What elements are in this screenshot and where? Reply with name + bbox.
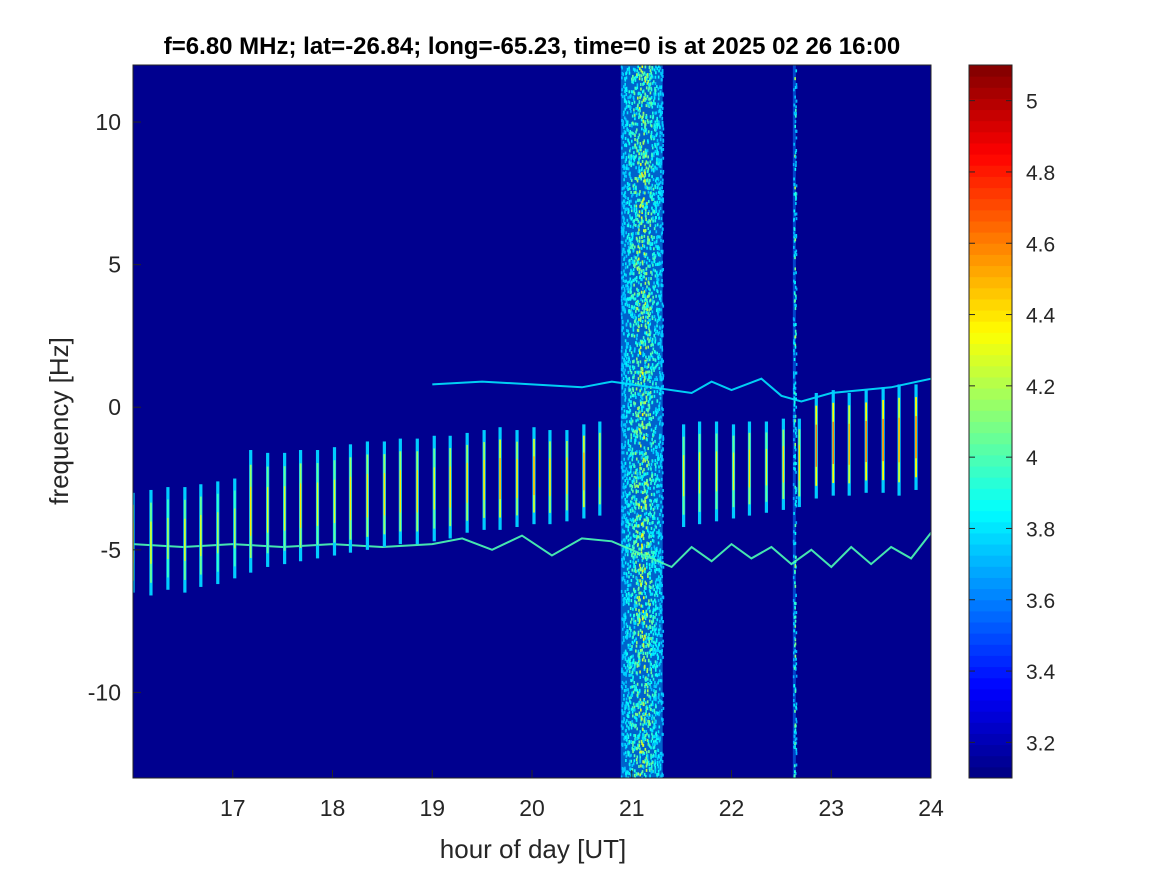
sounding-pulse [847,392,851,496]
sounding-pulse [764,421,769,513]
colorbar-tick-label: 4.6 [1026,233,1055,256]
x-axis: 17 18 19 20 21 22 23 24 [220,770,944,821]
y-tick-label: 5 [108,252,121,278]
colorbar: 5 4.8 4.6 4.4 4.2 4 3.8 3.6 3.4 3.2 [968,64,1056,779]
sounding-pulse [365,441,370,550]
sounding-pulse [465,432,469,533]
sounding-pulse [881,387,885,493]
sounding-pulse [864,390,868,493]
sounding-pulse [249,450,253,573]
x-tick-label: 20 [519,795,545,821]
sounding-pulse [183,487,187,593]
spectrogram-content [133,65,931,778]
colorbar-gradient [969,65,1012,779]
sounding-pulse [398,438,402,545]
colorbar-ticks: 5 4.8 4.6 4.4 4.2 4 3.8 3.6 3.4 3.2 [969,91,1056,755]
sounding-pulse [315,450,320,559]
x-tick-label: 23 [818,795,844,821]
sounding-pulse [914,384,918,490]
colorbar-tick-label: 4 [1026,447,1038,470]
sounding-pulse [515,430,519,528]
sounding-pulse [298,450,303,562]
sounding-pulse [266,452,270,567]
interference-band [792,65,798,778]
sounding-pulse [432,435,436,542]
sounding-pulse [348,444,353,553]
sounding-pulse [548,430,552,525]
colorbar-tick-label: 3.4 [1026,661,1056,684]
sounding-pulse [781,418,785,510]
x-tick-label: 21 [619,795,645,821]
sounding-pulse [598,421,602,516]
colorbar-tick-label: 3.8 [1026,518,1055,541]
colorbar-tick-label: 3.2 [1026,732,1055,755]
colorbar-tick-label: 4.8 [1026,162,1055,185]
sounding-pulse [332,447,337,556]
sounding-pulse [714,421,719,522]
y-axis: 10 5 0 -5 -10 [88,109,141,705]
sounding-pulse [448,435,452,539]
y-tick-label: -5 [101,537,121,563]
sounding-pulse [149,489,153,596]
sounding-pulse [831,390,835,496]
colorbar-tick-label: 4.2 [1026,376,1055,399]
y-tick-label: 10 [95,109,121,135]
colorbar-tick-label: 3.6 [1026,590,1055,613]
sounding-pulse [897,384,901,496]
interference-band [620,65,665,778]
sounding-pulse [415,438,419,545]
sounding-pulse [797,418,801,508]
y-axis-label: frequency [Hz] [44,337,74,505]
sounding-pulse [498,427,502,530]
sounding-pulse [482,430,486,530]
sounding-pulse [697,421,702,525]
sounding-pulse [199,484,203,587]
x-tick-label: 22 [719,795,745,821]
doppler-trace-upper [432,377,931,403]
y-tick-label: 0 [108,394,121,420]
sounding-pulse [565,430,569,522]
x-tick-label: 24 [918,795,944,821]
sounding-pulse [747,421,752,516]
x-tick-label: 17 [220,795,246,821]
sounding-pulse [382,441,386,547]
x-tick-label: 18 [320,795,346,821]
colorbar-tick-label: 5 [1026,91,1038,114]
y-tick-label: -10 [88,679,121,705]
spectrogram-plot-area [132,64,932,779]
chart-title: f=6.80 MHz; lat=-26.84; long=-65.23, tim… [164,33,900,60]
sounding-pulse [814,392,818,499]
sounding-pulse [216,481,220,585]
x-axis-label: hour of day [UT] [440,834,626,864]
colorbar-tick-label: 4.4 [1026,305,1056,328]
x-tick-label: 19 [419,795,445,821]
sounding-pulse [283,452,287,565]
sounding-pulse [731,424,736,519]
sounding-pulse [582,424,586,519]
sounding-pulse [682,424,686,528]
sounding-pulse [532,427,536,525]
sounding-pulse [166,487,170,590]
sounding-pulse [233,478,237,579]
plot-background [133,65,931,778]
